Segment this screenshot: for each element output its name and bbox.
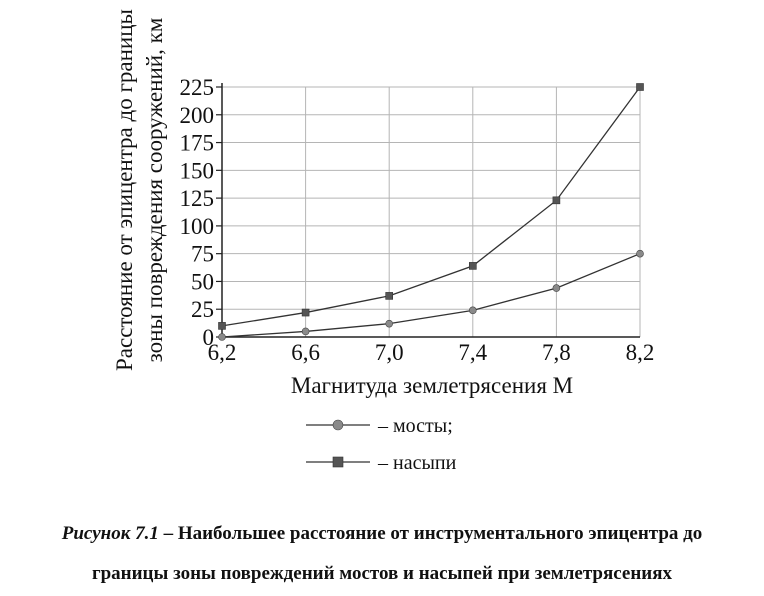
data-point-square xyxy=(552,196,561,205)
data-point-circle xyxy=(385,319,394,328)
series-line xyxy=(221,253,641,338)
chart-grid xyxy=(221,86,641,338)
data-point-square xyxy=(218,322,226,330)
y-tick-label: 150 xyxy=(180,158,215,183)
x-axis-title: Магнитуда землетрясения М xyxy=(291,373,573,398)
chart-legend: – мосты; – насыпи xyxy=(306,415,457,474)
x-tick-label: 6,6 xyxy=(291,340,320,365)
data-point-circle xyxy=(636,249,644,258)
caption-figure-number: Рисунок 7.1 xyxy=(61,523,159,544)
chart-series xyxy=(218,83,644,341)
data-point-square xyxy=(636,83,644,91)
chart-axes xyxy=(216,83,640,338)
series-line xyxy=(221,86,641,327)
x-tick-label: 6,2 xyxy=(208,340,237,365)
data-point-circle xyxy=(552,284,561,292)
figure-caption: Рисунок 7.1 – Наибольшее расстояние от и… xyxy=(0,514,764,594)
data-point-circle xyxy=(301,327,310,336)
caption-line-2: границы зоны повреждений мостов и насыпе… xyxy=(91,563,673,584)
y-tick-label: 200 xyxy=(180,103,215,128)
y-tick-label: 50 xyxy=(191,269,214,294)
legend-label: – насыпи xyxy=(377,452,457,474)
legend-marker-square xyxy=(332,456,344,468)
y-tick-label: 75 xyxy=(191,242,214,267)
y-tick-label: 175 xyxy=(180,131,215,156)
caption-text: – Наибольшее расстояние от инструменталь… xyxy=(158,523,703,544)
data-point-circle xyxy=(468,306,477,315)
x-tick-labels: 6,2 6,6 7,0 7,4 7,8 8,2 xyxy=(208,340,655,365)
y-tick-label: 0 xyxy=(203,325,215,350)
data-point-square xyxy=(385,292,394,300)
x-tick-label: 7,4 xyxy=(458,340,487,365)
y-tick-label: 25 xyxy=(191,297,214,322)
legend-marker-circle xyxy=(332,419,344,431)
x-tick-label: 7,0 xyxy=(375,340,404,365)
caption-line-1: Рисунок 7.1 – Наибольшее расстояние от и… xyxy=(0,514,764,554)
y-axis-title-line-2: зоны повреждения сооружений, км xyxy=(142,17,167,362)
y-axis-title-line-1: Расстояние от эпицентра до границы xyxy=(112,9,137,371)
y-tick-label: 100 xyxy=(180,214,215,239)
legend-label: – мосты; xyxy=(377,415,453,437)
data-point-square xyxy=(468,262,477,270)
y-tick-label: 225 xyxy=(180,75,215,100)
x-tick-label: 8,2 xyxy=(626,340,655,365)
x-tick-label: 7,8 xyxy=(542,340,571,365)
data-point-square xyxy=(301,308,310,317)
data-point-circle xyxy=(218,333,226,341)
y-tick-label: 125 xyxy=(180,186,215,211)
